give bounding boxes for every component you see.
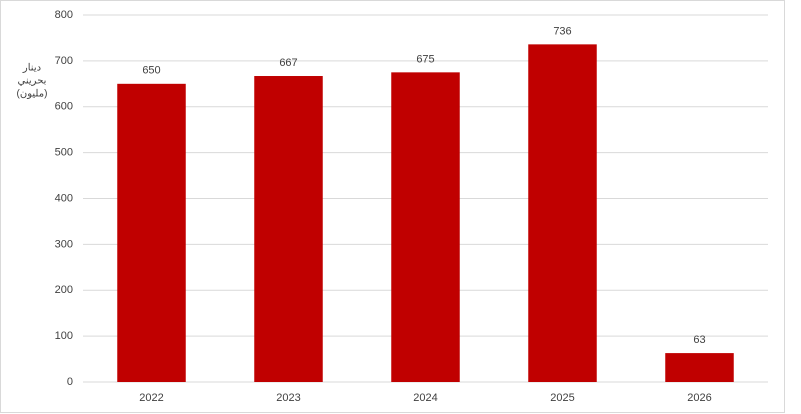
y-tick-label: 200	[55, 284, 73, 296]
x-tick-label: 2024	[413, 392, 437, 404]
data-label: 736	[553, 25, 571, 37]
y-tick-label: 700	[55, 55, 73, 67]
y-tick-label: 600	[55, 101, 73, 113]
y-tick-label: 100	[55, 330, 73, 342]
bar	[117, 83, 186, 382]
y-axis-label: بحريني	[18, 76, 47, 87]
y-tick-label: 400	[55, 192, 73, 204]
data-label: 63	[693, 334, 705, 346]
x-tick-label: 2023	[276, 392, 300, 404]
x-tick-label: 2022	[139, 392, 163, 404]
x-tick-label: 2026	[687, 392, 711, 404]
y-axis-label: (مليون)	[17, 89, 48, 100]
y-tick-label: 0	[67, 376, 73, 388]
y-tick-label: 300	[55, 238, 73, 250]
bar	[254, 76, 323, 383]
y-axis-label: دينار	[22, 63, 41, 74]
bar	[665, 353, 734, 382]
bar	[391, 72, 460, 382]
data-label: 667	[279, 57, 297, 69]
data-label: 650	[142, 65, 160, 77]
bar	[528, 44, 597, 383]
y-tick-label: 500	[55, 147, 73, 159]
data-label: 675	[416, 53, 434, 65]
x-tick-label: 2025	[550, 392, 574, 404]
y-tick-label: 800	[55, 9, 73, 21]
